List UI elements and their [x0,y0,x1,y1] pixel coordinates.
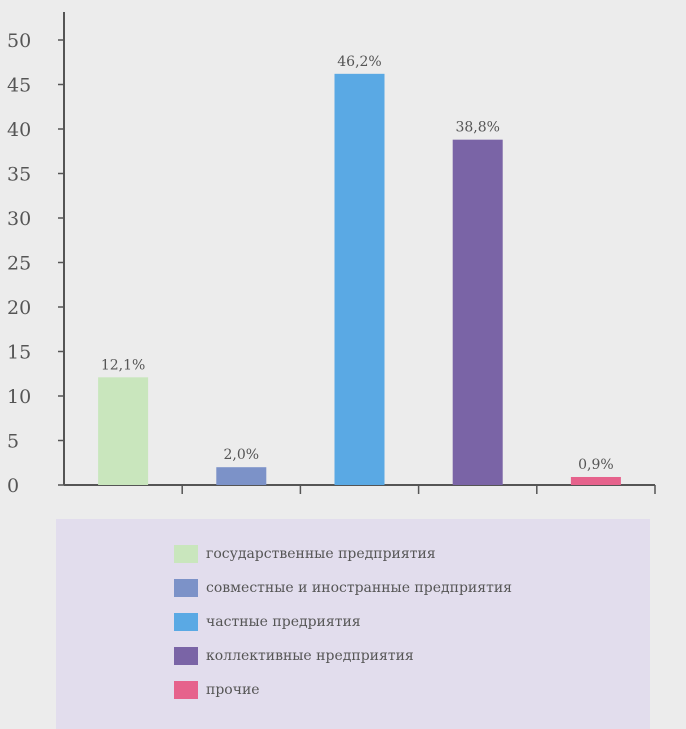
legend-swatch [174,613,198,631]
y-tick-label: 25 [7,253,31,275]
bar-5 [570,476,621,485]
legend-swatch [174,545,198,563]
y-tick-label: 15 [7,342,31,364]
bar-chart-plot: 0 5 10 15 20 25 30 35 40 45 50 12,1% 2,0% 46,2% 38,8% 0… [7,12,656,497]
y-tick-label: 50 [7,30,31,52]
y-tick-label: 10 [7,386,31,408]
y-tick-label: 0 [7,475,19,497]
data-label-4: 38,8% [455,120,499,136]
bar-2 [216,467,267,485]
y-tick-label: 45 [7,75,31,97]
y-tick-label: 40 [7,119,31,141]
legend-label: совместные и иностранные предприятия [206,580,512,596]
legend-label: коллективные нредприятия [206,648,414,664]
y-tick-label: 5 [7,431,19,453]
legend-swatch [174,647,198,665]
data-label-5: 0,9% [578,457,614,473]
legend-label: прочие [206,682,260,698]
legend: государственные предприятия совместные и … [56,519,650,729]
bar-3 [334,73,385,485]
bar-1 [98,377,149,485]
legend-item: государственные предприятия [174,543,436,565]
bar-4 [452,139,503,485]
data-label-2: 2,0% [224,447,260,463]
legend-item: совместные и иностранные предприятия [174,577,512,599]
legend-swatch [174,681,198,699]
legend-swatch [174,579,198,597]
data-label-3: 46,2% [337,54,381,70]
legend-label: государственные предприятия [206,546,436,562]
legend-item: прочие [174,679,260,701]
y-tick-label: 30 [7,208,31,230]
y-tick-label: 20 [7,297,31,319]
data-label-1: 12,1% [101,357,145,373]
legend-item: коллективные нредприятия [174,645,414,667]
legend-item: частные предриятия [174,611,361,633]
legend-label: частные предриятия [206,614,361,630]
y-tick-label: 35 [7,164,31,186]
